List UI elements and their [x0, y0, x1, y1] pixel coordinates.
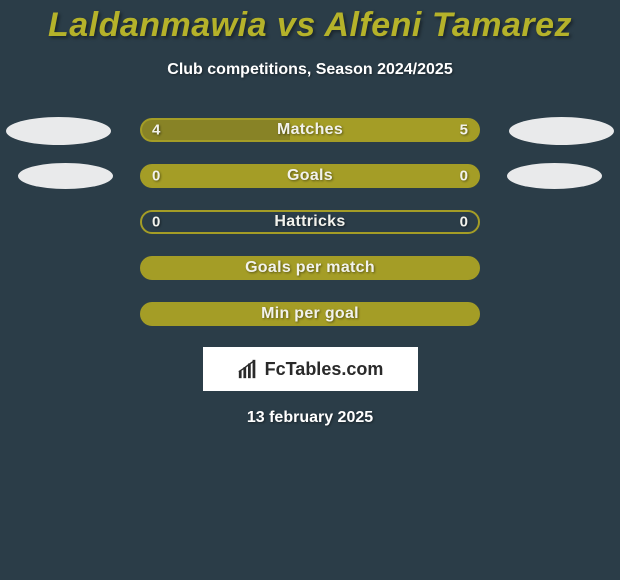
stat-label: Goals — [142, 167, 478, 185]
subtitle: Club competitions, Season 2024/2025 — [0, 61, 620, 79]
stat-row: 00Hattricks — [0, 209, 620, 237]
logo-chart-icon — [237, 358, 259, 380]
comparison-card: Laldanmawia vs Alfeni Tamarez Club compe… — [0, 0, 620, 580]
stat-bar: Min per goal — [140, 302, 480, 326]
logo-text: FcTables.com — [265, 359, 384, 380]
player-left-oval — [18, 163, 113, 189]
stat-row: Min per goal — [0, 301, 620, 329]
stat-label: Matches — [142, 121, 478, 139]
date-text: 13 february 2025 — [0, 409, 620, 427]
player-right-oval — [507, 163, 602, 189]
stat-bar: 00Goals — [140, 164, 480, 188]
stat-label: Goals per match — [142, 259, 478, 277]
stat-row: Goals per match — [0, 255, 620, 283]
player-right-oval — [509, 117, 614, 145]
stat-bar: 45Matches — [140, 118, 480, 142]
stat-row: 45Matches — [0, 117, 620, 145]
stat-label: Hattricks — [142, 213, 478, 231]
stat-bar: Goals per match — [140, 256, 480, 280]
player-left-oval — [6, 117, 111, 145]
stat-label: Min per goal — [142, 305, 478, 323]
logo-box: FcTables.com — [203, 347, 418, 391]
stat-row: 00Goals — [0, 163, 620, 191]
stat-bar: 00Hattricks — [140, 210, 480, 234]
page-title: Laldanmawia vs Alfeni Tamarez — [0, 0, 620, 45]
stat-rows: 45Matches 00Goals 00Hattricks Goals per mat… — [0, 117, 620, 329]
